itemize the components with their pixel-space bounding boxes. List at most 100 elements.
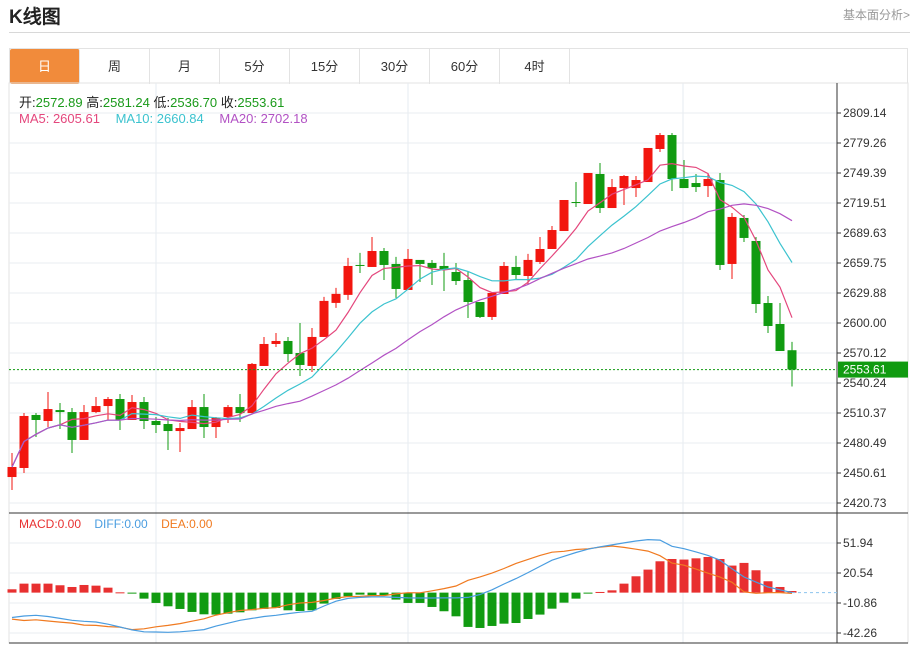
macd-bar bbox=[727, 565, 737, 593]
candle-body bbox=[379, 251, 389, 265]
candle-body bbox=[175, 428, 185, 432]
price-tick-label: 2480.49 bbox=[843, 436, 887, 450]
candle bbox=[547, 226, 557, 249]
macd-bar bbox=[535, 592, 545, 615]
tab-week[interactable]: 周 bbox=[80, 49, 150, 84]
candle-body bbox=[439, 265, 449, 270]
price-tick-label: 2510.37 bbox=[843, 406, 887, 420]
macd-bar bbox=[319, 592, 329, 604]
candle bbox=[247, 362, 257, 414]
candle-body bbox=[571, 202, 581, 204]
candle-body bbox=[151, 420, 161, 426]
macd-legend: MACD:0.00 DIFF:0.00 DEA:0.00 bbox=[19, 517, 212, 531]
candle-body bbox=[631, 180, 641, 189]
candle-body bbox=[475, 302, 485, 317]
macd-bar bbox=[679, 559, 689, 593]
ma-legend: MA5: 2605.61 MA10: 2660.84 MA20: 2702.18 bbox=[19, 111, 308, 126]
candle bbox=[139, 396, 149, 430]
macd-bar bbox=[667, 558, 677, 593]
macd-bar bbox=[211, 592, 221, 615]
candle bbox=[103, 396, 113, 420]
candle bbox=[775, 303, 785, 352]
macd-bar bbox=[307, 592, 317, 611]
candle bbox=[163, 417, 173, 451]
candle bbox=[67, 408, 77, 454]
candle-body bbox=[415, 259, 425, 264]
candle-body bbox=[283, 340, 293, 355]
candle bbox=[307, 328, 317, 372]
candle bbox=[715, 172, 725, 270]
candle-body bbox=[367, 251, 377, 267]
candle bbox=[319, 296, 329, 337]
high-label: 高: bbox=[86, 95, 103, 110]
candle bbox=[691, 173, 701, 192]
macd-bar bbox=[355, 592, 365, 595]
candle-body bbox=[319, 300, 329, 337]
macd-bar bbox=[43, 583, 53, 593]
candle bbox=[379, 247, 389, 281]
macd-bar bbox=[379, 592, 389, 596]
candle bbox=[355, 252, 365, 273]
price-tick-label: 2450.61 bbox=[843, 466, 887, 480]
macd-bar bbox=[391, 592, 401, 600]
candle bbox=[115, 393, 125, 431]
tab-60min[interactable]: 60分 bbox=[430, 49, 500, 84]
candle-body bbox=[655, 135, 665, 149]
candle-body bbox=[487, 292, 497, 317]
candle-body bbox=[499, 265, 509, 294]
candle-body bbox=[7, 466, 17, 478]
close-value: 2553.61 bbox=[237, 95, 285, 110]
macd-bar bbox=[571, 592, 581, 599]
price-tick-label: 2570.12 bbox=[843, 346, 887, 360]
candle-body bbox=[559, 199, 569, 232]
tab-15min[interactable]: 15分 bbox=[290, 49, 360, 84]
candle-body bbox=[787, 350, 797, 370]
macd-bar bbox=[199, 592, 209, 615]
tab-30min[interactable]: 30分 bbox=[360, 49, 430, 84]
open-value: 2572.89 bbox=[35, 95, 83, 110]
candle bbox=[175, 423, 185, 453]
price-tick-label: 2659.75 bbox=[843, 256, 887, 270]
candle-body bbox=[55, 410, 65, 413]
tab-4hour[interactable]: 4时 bbox=[500, 49, 570, 84]
period-tabs: 日 周 月 5分 15分 30分 60分 4时 bbox=[9, 48, 908, 84]
candle-body bbox=[775, 324, 785, 352]
macd-bar bbox=[103, 587, 113, 593]
macd-bar bbox=[115, 592, 125, 594]
candle-body bbox=[115, 399, 125, 420]
candle bbox=[643, 147, 653, 183]
candle-body bbox=[103, 399, 113, 407]
fundamental-analysis-link[interactable]: 基本面分析> bbox=[842, 8, 910, 22]
last-price-label: 2553.61 bbox=[843, 363, 887, 377]
candle-body bbox=[667, 135, 677, 180]
candle-body bbox=[607, 187, 617, 209]
macd-bar bbox=[259, 592, 269, 609]
ma20-line bbox=[11, 203, 793, 468]
tab-month[interactable]: 月 bbox=[150, 49, 220, 84]
macd-bar bbox=[631, 576, 641, 593]
macd-bar bbox=[751, 570, 761, 593]
ma20-legend: MA20: 2702.18 bbox=[219, 111, 308, 126]
candle bbox=[475, 302, 485, 318]
macd-bar bbox=[151, 592, 161, 603]
macd-bar bbox=[235, 592, 245, 613]
candle-body bbox=[223, 407, 233, 417]
tab-5min[interactable]: 5分 bbox=[220, 49, 290, 84]
candle-body bbox=[511, 266, 521, 276]
candle-body bbox=[535, 248, 545, 262]
candle bbox=[79, 405, 89, 440]
last-price-badge bbox=[838, 361, 908, 378]
candle-body bbox=[727, 216, 737, 264]
chart-frame bbox=[8, 82, 909, 644]
ma5-line bbox=[11, 162, 793, 468]
macd-tick-label: 51.94 bbox=[843, 536, 873, 550]
candle bbox=[271, 333, 281, 347]
candle bbox=[583, 172, 593, 205]
candle bbox=[679, 160, 689, 189]
candle bbox=[511, 255, 521, 280]
macd-bar bbox=[739, 562, 749, 593]
low-value: 2536.70 bbox=[170, 95, 218, 110]
dea-legend-value: DEA:0.00 bbox=[161, 517, 213, 531]
tab-day[interactable]: 日 bbox=[10, 49, 80, 84]
